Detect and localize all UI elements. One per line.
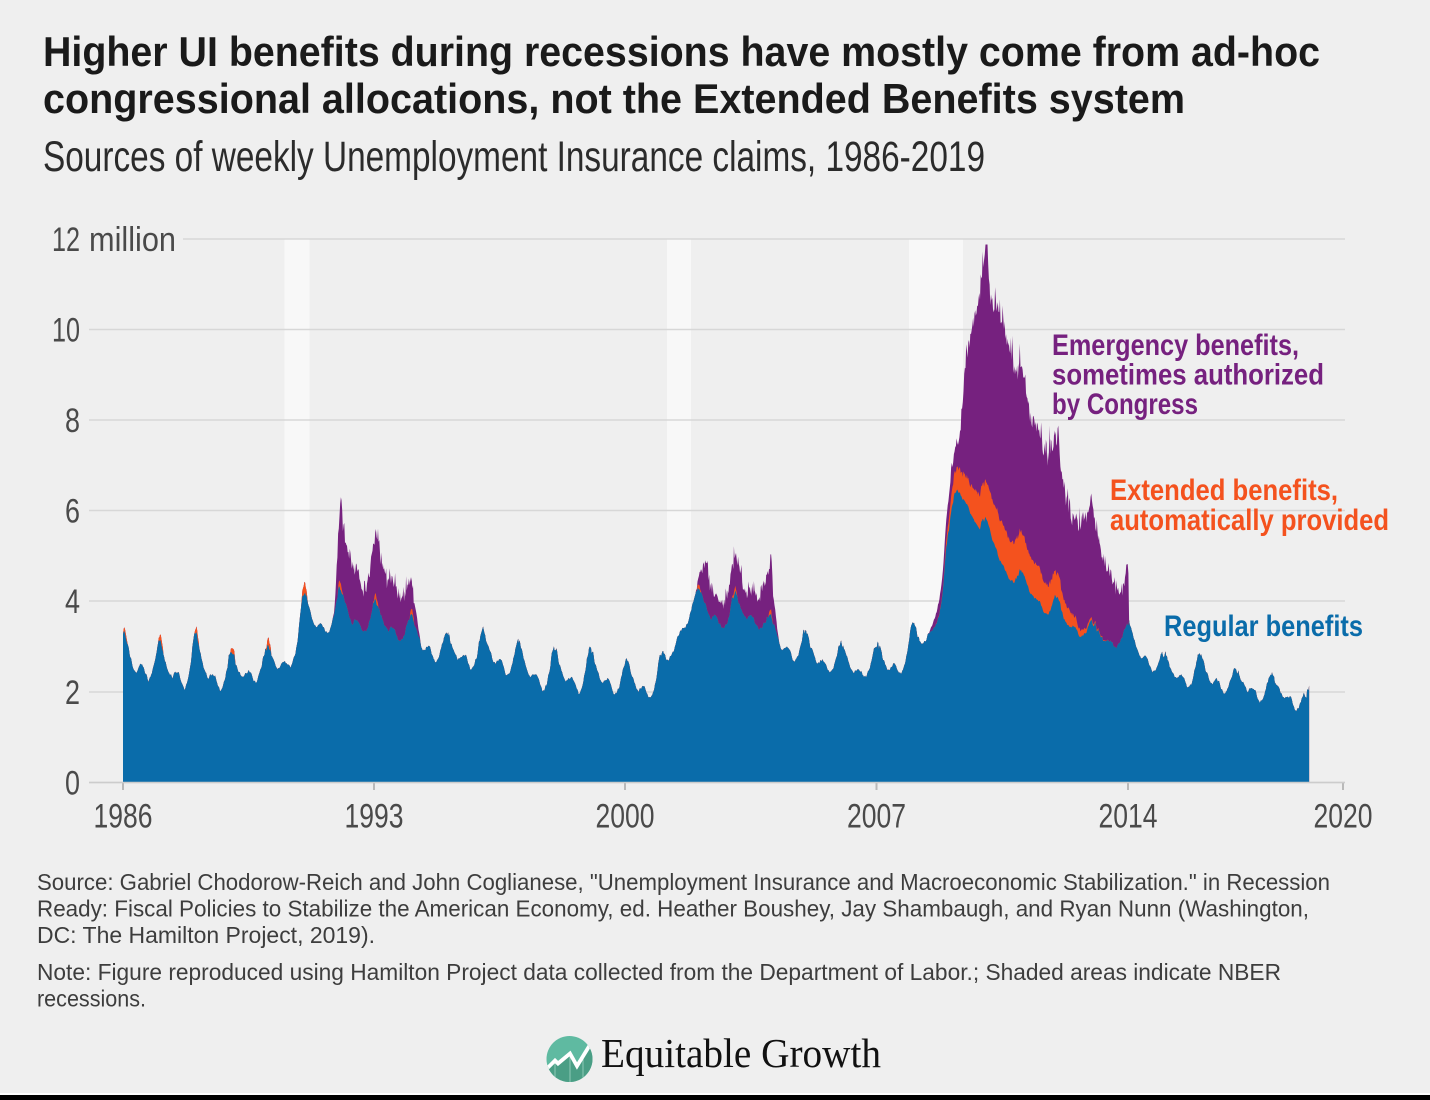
svg-text:Source: Gabriel Chodorow-Reich: Source: Gabriel Chodorow-Reich and John …: [37, 869, 1330, 895]
svg-text:recessions.: recessions.: [37, 986, 146, 1012]
svg-text:by Congress: by Congress: [1052, 388, 1198, 421]
svg-text:1986: 1986: [94, 798, 153, 836]
svg-text:0: 0: [65, 765, 80, 803]
svg-text:congressional allocations, not: congressional allocations, not the Exten…: [43, 75, 1185, 122]
svg-text:Equitable Growth: Equitable Growth: [601, 1030, 881, 1076]
svg-text:10: 10: [52, 312, 80, 350]
svg-text:2014: 2014: [1099, 798, 1158, 836]
svg-text:2007: 2007: [847, 798, 906, 836]
svg-text:DC: The Hamilton Project, 2019: DC: The Hamilton Project, 2019).: [37, 922, 375, 948]
svg-text:sometimes authorized: sometimes authorized: [1052, 359, 1324, 392]
svg-text:million: million: [89, 221, 176, 259]
svg-text:4: 4: [65, 583, 80, 621]
svg-text:Note: Figure reproduced using: Note: Figure reproduced using Hamilton P…: [37, 959, 1281, 985]
svg-text:Regular benefits: Regular benefits: [1164, 610, 1363, 643]
svg-text:2020: 2020: [1314, 798, 1373, 836]
svg-text:1993: 1993: [345, 798, 404, 836]
svg-text:8: 8: [65, 402, 80, 440]
svg-text:Higher UI benefits during rece: Higher UI benefits during recessions hav…: [43, 28, 1320, 75]
svg-text:Emergency benefits,: Emergency benefits,: [1052, 329, 1299, 362]
svg-text:Ready: Fiscal Policies to Stab: Ready: Fiscal Policies to Stabilize the …: [37, 896, 1309, 922]
svg-text:automatically provided: automatically provided: [1110, 504, 1389, 537]
svg-text:2000: 2000: [596, 798, 655, 836]
svg-text:6: 6: [65, 493, 80, 531]
svg-text:12: 12: [52, 221, 80, 259]
svg-text:Sources of weekly Unemployment: Sources of weekly Unemployment Insurance…: [43, 133, 985, 181]
svg-text:Extended benefits,: Extended benefits,: [1110, 474, 1338, 507]
svg-text:2: 2: [65, 674, 80, 712]
